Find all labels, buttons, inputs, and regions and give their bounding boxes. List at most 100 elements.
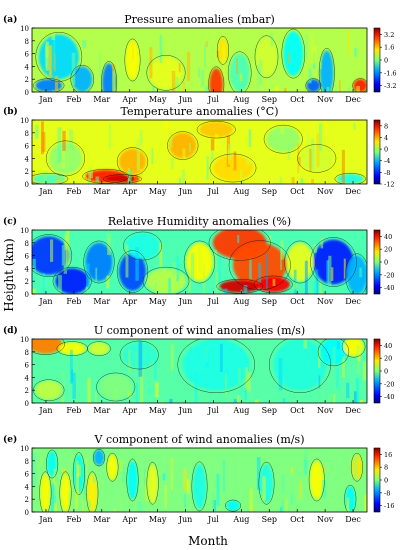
contour-line xyxy=(310,237,357,287)
contour-line xyxy=(142,266,190,294)
heatmap-streak xyxy=(154,282,157,294)
heatmap-streak xyxy=(219,343,223,372)
heatmap-streak xyxy=(42,273,45,294)
x-tick-label: Apr xyxy=(121,297,137,306)
heatmap-streak xyxy=(258,262,262,284)
colorbar-tick-label: 0 xyxy=(384,477,388,485)
x-tick-label: Mar xyxy=(93,297,110,306)
heatmap-anomaly-region xyxy=(192,464,207,509)
contour-line xyxy=(72,452,85,495)
heatmap-streak xyxy=(310,138,315,170)
heatmap-streak xyxy=(233,151,237,171)
heatmap-streak xyxy=(297,143,300,174)
heatmap-streak xyxy=(178,178,182,184)
heatmap-streak xyxy=(32,258,36,289)
heatmap-streak xyxy=(120,497,123,509)
heatmap-streak xyxy=(295,250,298,267)
x-tick-label: Jun xyxy=(178,95,193,104)
y-tick-label: 0 xyxy=(25,181,29,189)
x-tick-label: Sep xyxy=(262,95,277,104)
heatmap-streak xyxy=(280,124,284,134)
heatmap-streak xyxy=(249,76,253,92)
heatmap-streak xyxy=(152,492,156,505)
heatmap-streak xyxy=(264,368,267,403)
heatmap-streak xyxy=(290,491,293,506)
heatmap-streak xyxy=(61,151,66,168)
panel-2: Temperature anomalies (°C) (b) 0 2 4 6 8 10 Jan F… xyxy=(3,105,394,196)
heatmap-streak xyxy=(186,51,191,81)
heatmap-streak xyxy=(280,240,284,260)
heatmap-streak xyxy=(164,121,169,132)
heatmap-streak xyxy=(54,502,58,512)
heatmap-streak xyxy=(113,389,117,403)
heatmap-streak xyxy=(161,401,165,403)
heatmap-streak xyxy=(274,182,278,184)
x-tick-label: Oct xyxy=(290,187,305,196)
contour-line xyxy=(208,230,271,261)
heatmap-anomaly-region xyxy=(147,464,158,503)
figure-xlabel: Month xyxy=(188,534,228,548)
heatmap-anomaly-region xyxy=(283,31,304,77)
panel-5: V component of wind anomalies (m/s) (e) 0 2… xyxy=(3,433,394,524)
heatmap-streak xyxy=(56,176,61,184)
plot-frame xyxy=(31,119,368,185)
heatmap-streak xyxy=(284,498,288,512)
heatmap-streak xyxy=(248,129,252,147)
colorbar-tick-label: -4 xyxy=(384,157,390,165)
panel-title: Relative Humidity anomalies (%) xyxy=(108,215,291,228)
contour-line xyxy=(83,240,115,284)
y-tick-label: 0 xyxy=(25,291,29,299)
y-tick-label: 4 xyxy=(25,374,30,382)
x-tick-label: Jan xyxy=(38,297,52,306)
heatmap-streak xyxy=(213,250,217,270)
y-tick-label: 6 xyxy=(25,253,30,261)
heatmap-streak xyxy=(205,40,208,48)
heatmap-anomaly-region xyxy=(125,233,160,259)
heatmap-streak xyxy=(42,170,47,184)
contour-line xyxy=(297,144,337,173)
heatmap-streak xyxy=(50,239,54,262)
heatmap-streak xyxy=(265,253,268,289)
heatmap-streak xyxy=(312,46,317,64)
heatmap-streak xyxy=(84,509,87,512)
colorbar-tick-label: 16 xyxy=(384,451,392,459)
heatmap-field xyxy=(32,339,367,403)
contour-line xyxy=(116,250,149,293)
heatmap-streak xyxy=(304,459,308,476)
x-tick-label: Jun xyxy=(178,515,193,524)
contour-line xyxy=(32,234,73,277)
heatmap-streak xyxy=(299,481,302,499)
contour-line xyxy=(254,35,279,79)
heatmap-anomaly-region xyxy=(313,239,354,285)
heatmap-streak xyxy=(364,265,367,294)
heatmap-anomaly-region xyxy=(229,53,250,92)
heatmap-streak xyxy=(107,233,111,256)
heatmap-streak xyxy=(279,507,283,512)
y-tick-label: 10 xyxy=(20,336,29,344)
x-tick-label: Dec xyxy=(345,95,361,104)
heatmap-streak xyxy=(326,260,330,287)
heatmap-streak xyxy=(87,377,91,403)
heatmap-streak xyxy=(112,71,116,92)
heatmap-streak xyxy=(353,122,356,130)
heatmap-streak xyxy=(256,65,260,92)
heatmap-streak xyxy=(181,169,185,184)
heatmap-anomaly-region xyxy=(72,66,93,92)
heatmap-streak xyxy=(239,73,243,82)
colorbar-tick-label: 20 xyxy=(384,355,392,363)
contour-line xyxy=(106,452,119,482)
heatmap-streak xyxy=(224,288,228,294)
heatmap-streak xyxy=(346,497,350,512)
heatmap-streak xyxy=(163,272,166,294)
heatmap-streak xyxy=(76,460,79,494)
y-tick-label: 0 xyxy=(25,509,29,517)
heatmap-streak xyxy=(201,69,205,87)
colorbar-tick-label: -3.2 xyxy=(384,82,397,90)
heatmap-streak xyxy=(303,339,308,349)
heatmap-streak xyxy=(336,341,340,350)
heatmap-streak xyxy=(68,491,73,512)
x-tick-label: Sep xyxy=(262,187,277,196)
heatmap-streak xyxy=(216,473,220,506)
heatmap-anomaly-region xyxy=(85,242,113,282)
